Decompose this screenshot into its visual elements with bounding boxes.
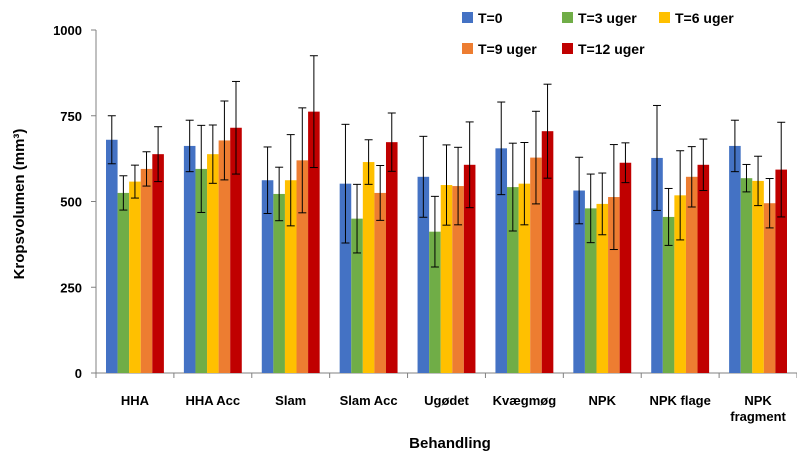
x-tick-label: NPK flage [649, 393, 710, 408]
bar-t-9-uger-hha-acc [218, 140, 231, 373]
legend-label: T=0 [478, 10, 503, 26]
bar-t-12-uger-npk [619, 162, 632, 373]
legend-label: T=6 uger [675, 10, 734, 26]
bar-t-3-uger-npk-flage [662, 216, 675, 373]
bar-t-12-uger-slam [308, 111, 320, 373]
bar-t-9-uger-hha [140, 168, 153, 373]
bars-group [106, 111, 787, 373]
bar-t-9-uger-kv-gm-g [530, 157, 542, 373]
y-tick-label: 0 [75, 366, 82, 381]
x-tick-label: Kvægmøg [493, 393, 557, 408]
legend: T=0 T=3 uger T=6 uger T=9 uger T=12 uger [462, 10, 734, 57]
bar-t-9-uger-slam-acc [374, 192, 386, 373]
x-tick-label: NPK fragment [730, 393, 786, 424]
legend-swatch [462, 12, 473, 23]
bar-t-9-uger-slam [296, 160, 309, 373]
bar-t-3-uger-npk [584, 208, 597, 373]
bar-t-9-uger-npk-fragment [763, 203, 776, 373]
legend-label: T=3 uger [578, 10, 637, 26]
bar-t-0-slam-acc [339, 183, 352, 373]
bar-t-6-uger-npk-flage [674, 195, 686, 373]
bar-t-3-uger-kv-gm-g [507, 187, 519, 373]
legend-swatch [562, 43, 573, 54]
bar-t-6-uger-kv-gm-g [518, 183, 531, 373]
bar-t-12-uger-npk-flage [697, 164, 710, 373]
x-tick-label: NPK [589, 393, 617, 408]
bar-t-0-kv-gm-g [495, 148, 508, 373]
x-tick-label: HHA [121, 393, 150, 408]
bar-t-9-uger-ug-det [452, 186, 464, 373]
bar-t-12-uger-npk-fragment [775, 169, 787, 373]
bar-t-6-uger-hha-acc [207, 154, 219, 373]
bar-t-0-slam [261, 180, 274, 373]
bar-t-0-hha [106, 139, 118, 373]
x-tick-label: Slam [275, 393, 306, 408]
x-tick-label: HHA Acc [185, 393, 240, 408]
bar-t-0-npk [573, 190, 585, 373]
error-bars-group [107, 55, 786, 268]
bar-t-0-hha-acc [183, 145, 196, 373]
bar-t-3-uger-slam-acc [351, 218, 363, 373]
y-tick-label: 250 [60, 280, 82, 295]
bar-t-9-uger-npk-flage [685, 176, 698, 373]
legend-swatch [462, 43, 473, 54]
bar-t-3-uger-npk-fragment [740, 178, 753, 373]
bar-t-9-uger-npk [608, 197, 620, 373]
y-tick-label: 1000 [53, 23, 82, 38]
bar-t-6-uger-ug-det [440, 185, 453, 373]
bar-t-12-uger-slam-acc [385, 142, 398, 373]
bar-t-6-uger-hha [129, 181, 141, 373]
bar-t-12-uger-hha-acc [230, 127, 242, 373]
y-tick-label: 750 [60, 109, 82, 124]
bar-t-6-uger-slam-acc [362, 162, 375, 373]
x-axis-title: Behandling [409, 435, 491, 452]
x-tick-label: Slam Acc [340, 393, 398, 408]
y-axis-title: Kropsvolumen (mm³) [11, 129, 28, 280]
bar-t-0-npk-fragment [729, 145, 741, 373]
y-tick-label: 500 [60, 195, 82, 210]
bar-t-0-ug-det [417, 176, 430, 373]
legend-label: T=12 uger [578, 41, 645, 57]
legend-swatch [562, 12, 573, 23]
bar-t-3-uger-slam [273, 193, 285, 373]
x-tick-label: Ugødet [424, 393, 469, 408]
bar-t-12-uger-hha [152, 154, 164, 373]
y-axis: 0 250 500 750 1000 [53, 23, 97, 381]
bar-t-3-uger-ug-det [429, 231, 441, 373]
x-axis: HHA HHA Acc Slam Slam Acc Ugødet Kvægmøg NPK NP… [95, 372, 797, 424]
bar-t-0-npk-flage [651, 157, 663, 373]
bar-t-12-uger-ug-det [463, 164, 476, 373]
bar-t-6-uger-npk [596, 203, 609, 373]
bar-t-3-uger-hha-acc [195, 168, 208, 373]
bar-t-3-uger-hha [117, 192, 130, 373]
bar-t-6-uger-npk-fragment [752, 180, 764, 373]
legend-label: T=9 uger [478, 41, 537, 57]
bar-t-12-uger-kv-gm-g [541, 131, 554, 373]
legend-swatch [659, 12, 670, 23]
bar-t-6-uger-slam [284, 180, 297, 373]
